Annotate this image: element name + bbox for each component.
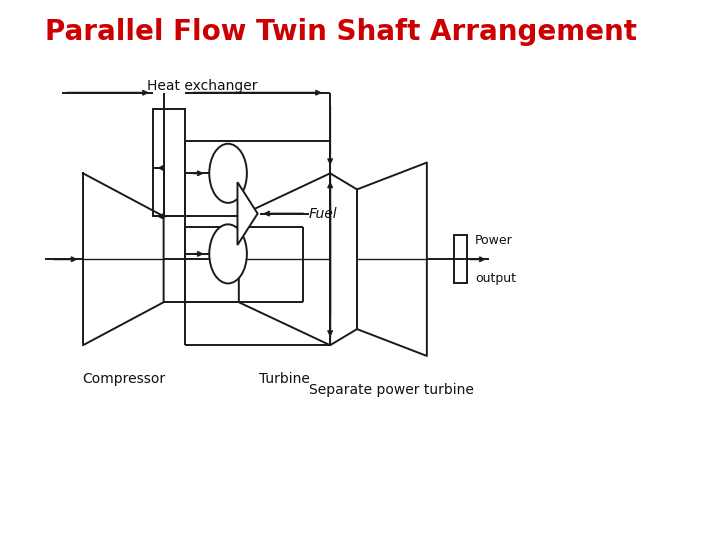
Ellipse shape — [210, 224, 247, 284]
Text: Power: Power — [475, 234, 513, 247]
Text: Fuel: Fuel — [309, 207, 337, 221]
Text: Turbine: Turbine — [259, 372, 310, 386]
Text: Heat exchanger: Heat exchanger — [148, 79, 258, 93]
Polygon shape — [238, 182, 258, 245]
Text: Compressor: Compressor — [82, 372, 165, 386]
Text: output: output — [475, 272, 516, 285]
Text: Parallel Flow Twin Shaft Arrangement: Parallel Flow Twin Shaft Arrangement — [45, 17, 637, 45]
Bar — [153, 109, 185, 217]
Ellipse shape — [210, 144, 247, 203]
Bar — [454, 235, 467, 284]
Text: Separate power turbine: Separate power turbine — [310, 383, 474, 397]
